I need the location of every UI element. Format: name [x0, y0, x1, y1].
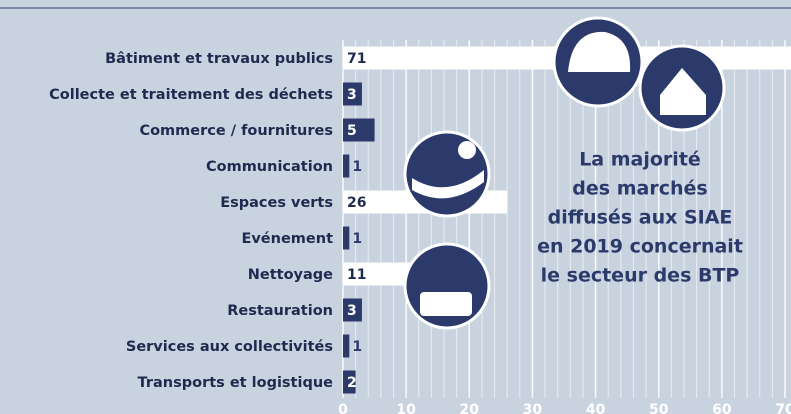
x-tick-label: 50 [649, 402, 669, 414]
y-tick-label: Espaces verts [220, 195, 333, 211]
x-tick-label: 20 [460, 402, 480, 414]
value-label: 1 [352, 159, 362, 175]
value-label: 1 [352, 231, 362, 247]
bar [343, 298, 362, 322]
value-label: 2 [347, 375, 357, 391]
x-tick-label: 70 [775, 402, 791, 414]
x-tick-label: 10 [396, 402, 416, 414]
x-tick-label: 30 [523, 402, 543, 414]
y-tick-label: Collecte et traitement des déchets [49, 87, 333, 103]
value-label: 11 [347, 267, 366, 283]
value-label: 71 [347, 51, 366, 67]
icons [403, 16, 726, 330]
bar [343, 262, 413, 286]
x-tick-label: 40 [586, 402, 606, 414]
bar [343, 226, 350, 250]
garden-shape [412, 170, 484, 199]
bar [343, 334, 350, 358]
y-tick-label: Transports et logistique [138, 375, 334, 391]
bar [343, 118, 375, 142]
annotation-line: en 2019 concernait [537, 236, 743, 258]
value-label: 5 [347, 123, 357, 139]
house-shape [660, 68, 706, 115]
bar [343, 370, 356, 394]
value-label: 1 [352, 339, 362, 355]
helmet-shape [568, 31, 631, 72]
annotation-line: La majorité [579, 149, 701, 171]
annotation-line: le secteur des BTP [541, 265, 740, 287]
y-tick-label: Restauration [227, 303, 333, 319]
value-label: 3 [347, 303, 357, 319]
y-tick-label: Communication [206, 159, 333, 175]
garden-icon [403, 130, 491, 218]
annotation-line: diffusés aux SIAE [548, 207, 733, 229]
bucket-shape [420, 292, 472, 316]
y-tick-label: Bâtiment et travaux publics [105, 51, 333, 67]
value-label: 3 [347, 87, 357, 103]
y-tick-label: Evénement [241, 231, 333, 247]
annotation: La majorité des marchés diffusés aux SIAE e… [537, 149, 743, 287]
value-label: 26 [347, 195, 366, 211]
bar [343, 82, 362, 106]
x-tick-label: 60 [712, 402, 732, 414]
y-tick-label: Commerce / fournitures [139, 123, 333, 139]
y-tick-label: Nettoyage [248, 267, 333, 283]
x-tick-label: 0 [338, 402, 348, 414]
tree-shape [458, 141, 476, 159]
bar [343, 154, 350, 178]
y-tick-label: Services aux collectivités [126, 339, 333, 355]
annotation-line: des marchés [572, 178, 707, 200]
